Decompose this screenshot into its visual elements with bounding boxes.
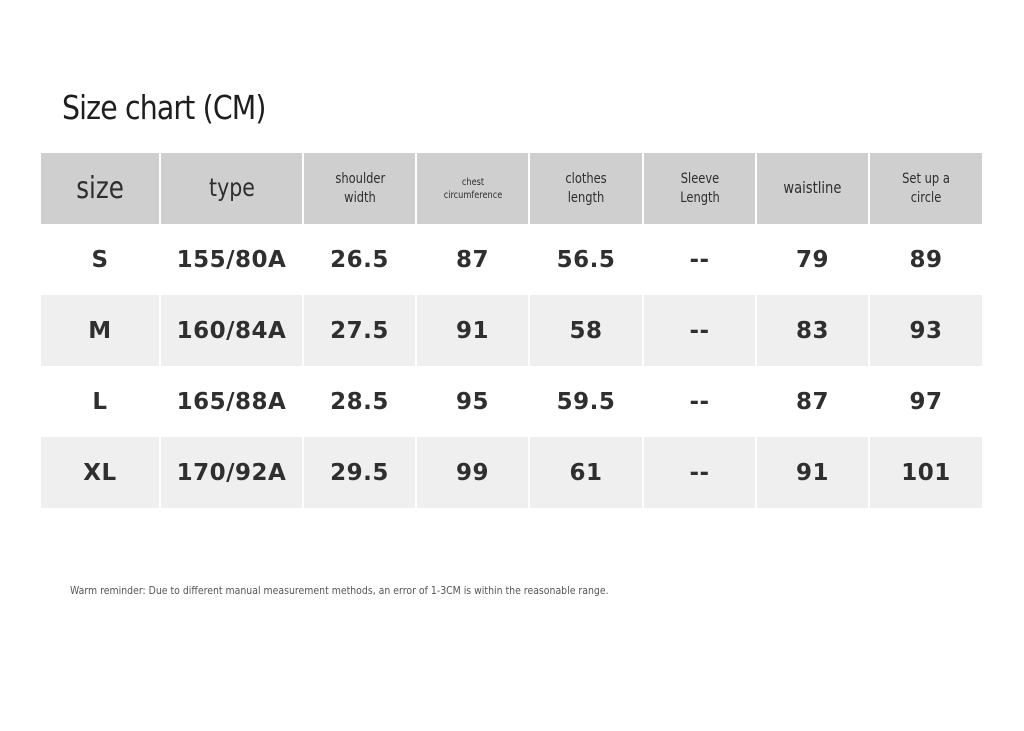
cell-set-up-a-circle: 101: [870, 437, 982, 508]
header-clothes-length: clothes length: [530, 153, 644, 224]
cell-type: 170/92A: [161, 437, 304, 508]
cell-waistline: 79: [757, 224, 870, 295]
cell-shoulder-width: 29.5: [304, 437, 417, 508]
cell-size: XL: [41, 437, 161, 508]
header-size: size: [41, 153, 161, 224]
cell-chest-circumference: 99: [417, 437, 530, 508]
warm-reminder-note: Warm reminder: Due to different manual m…: [70, 584, 609, 597]
cell-chest-circumference: 87: [417, 224, 530, 295]
cell-waistline: 83: [757, 295, 870, 366]
header-chest-circumference: chest circumference: [417, 153, 530, 224]
size-chart-table: size type shoulder width chest circumfer…: [41, 153, 982, 508]
table-row: L 165/88A 28.5 95 59.5 -- 87 97: [41, 366, 982, 437]
header-shoulder-width: shoulder width: [304, 153, 417, 224]
cell-sleeve-length: --: [644, 437, 757, 508]
cell-set-up-a-circle: 97: [870, 366, 982, 437]
page-title: Size chart (CM): [62, 88, 266, 127]
header-set-up-a-circle: Set up a circle: [870, 153, 982, 224]
cell-size: S: [41, 224, 161, 295]
cell-chest-circumference: 91: [417, 295, 530, 366]
cell-waistline: 87: [757, 366, 870, 437]
cell-size: M: [41, 295, 161, 366]
cell-sleeve-length: --: [644, 295, 757, 366]
cell-set-up-a-circle: 89: [870, 224, 982, 295]
table-row: XL 170/92A 29.5 99 61 -- 91 101: [41, 437, 982, 508]
cell-type: 155/80A: [161, 224, 304, 295]
cell-shoulder-width: 27.5: [304, 295, 417, 366]
cell-clothes-length: 58: [530, 295, 644, 366]
table-row: S 155/80A 26.5 87 56.5 -- 79 89: [41, 224, 982, 295]
table-row: M 160/84A 27.5 91 58 -- 83 93: [41, 295, 982, 366]
cell-shoulder-width: 26.5: [304, 224, 417, 295]
cell-clothes-length: 61: [530, 437, 644, 508]
table-header-row: size type shoulder width chest circumfer…: [41, 153, 982, 224]
cell-clothes-length: 56.5: [530, 224, 644, 295]
cell-waistline: 91: [757, 437, 870, 508]
cell-chest-circumference: 95: [417, 366, 530, 437]
cell-shoulder-width: 28.5: [304, 366, 417, 437]
cell-clothes-length: 59.5: [530, 366, 644, 437]
cell-sleeve-length: --: [644, 224, 757, 295]
cell-sleeve-length: --: [644, 366, 757, 437]
cell-size: L: [41, 366, 161, 437]
header-sleeve-length: Sleeve Length: [644, 153, 757, 224]
cell-type: 165/88A: [161, 366, 304, 437]
header-type: type: [161, 153, 304, 224]
header-waistline: waistline: [757, 153, 870, 224]
cell-type: 160/84A: [161, 295, 304, 366]
cell-set-up-a-circle: 93: [870, 295, 982, 366]
